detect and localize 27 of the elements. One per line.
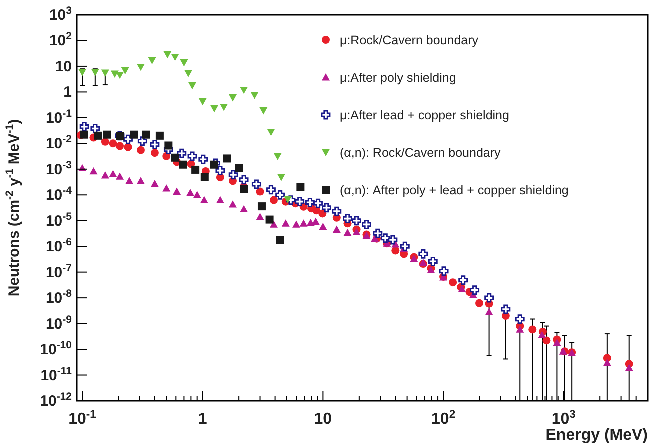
y-tick-label: 10$^{-1}$ [46,108,72,127]
y-tick-label: 10$^{-3}$ [46,159,72,178]
y-tick-label: 10$^{3}$ [49,5,72,24]
y-tick-label: 10$^{-8}$ [46,288,72,308]
x-tick-label: 10$^{3}$ [552,409,576,428]
x-axis-title: Energy (MeV) [546,427,648,444]
y-tick-label: 10$^{-4}$ [46,185,72,204]
y-tick-label: 10$^{2}$ [49,30,72,50]
legend-label: μ:Rock/Cavern boundary [340,34,480,48]
y-tick-label: 10$^{-11}$ [40,365,72,384]
y-tick-label: 10$^{-10}$ [40,340,72,359]
y-tick-label: 10$^{-5}$ [46,210,72,230]
legend-label: μ:After poly shielding [340,71,456,85]
legend-label: (α,n): After poly + lead + copper shielding [340,184,569,198]
y-tick-label: 10$^{-9}$ [46,314,72,333]
y-tick-label: 10$^{-2}$ [46,134,72,153]
y-tick-label: 10 [55,58,72,76]
y-tick-label: 10$^{-6}$ [46,236,72,256]
y-tick-label: 1 [64,84,72,102]
y-tick-label: 10$^{-12}$ [40,391,72,410]
legend-label: μ:After lead + copper shielding [340,108,510,122]
x-tick-label: 10 [314,411,332,428]
y-tick-label: 10$^{-7}$ [46,262,72,282]
x-tick-label: 1 [198,411,208,428]
legend-label: (α,n): Rock/Cavern boundary [340,146,502,160]
x-tick-label: 10$^{-1}$ [68,409,96,428]
x-tick-label: 10$^{2}$ [432,409,456,428]
